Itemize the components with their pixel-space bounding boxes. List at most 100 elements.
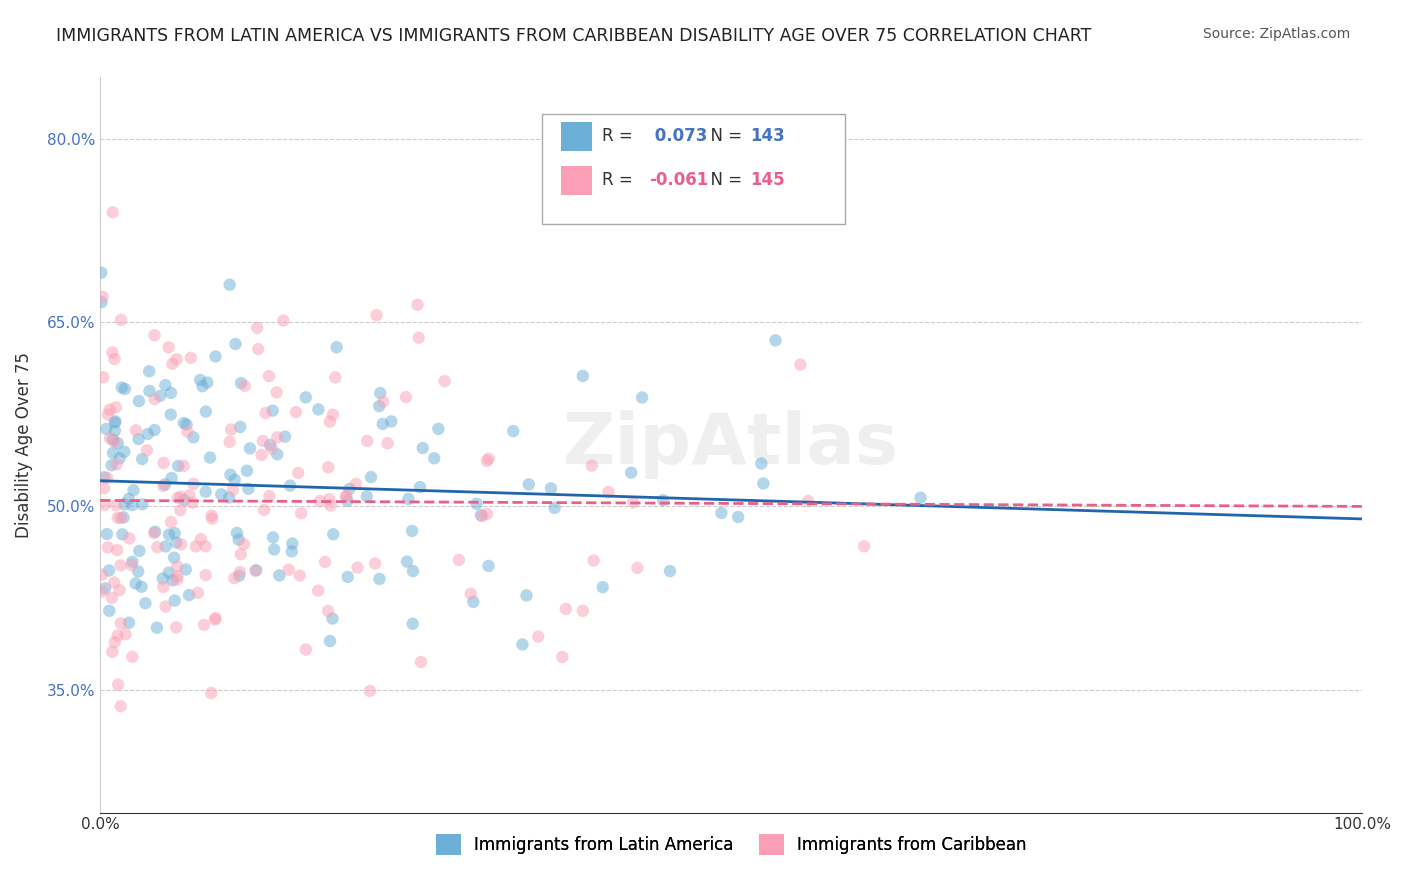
Point	[112, 497, 135, 511]
Point	[295, 390, 318, 404]
Point	[160, 385, 183, 400]
Point	[157, 527, 180, 541]
Point	[620, 466, 643, 480]
Point	[402, 564, 425, 578]
Point	[111, 380, 134, 394]
Point	[118, 615, 141, 630]
Point	[471, 509, 494, 524]
Point	[153, 477, 176, 491]
Point	[515, 588, 537, 602]
Point	[322, 408, 344, 422]
Point	[98, 564, 121, 578]
Point	[380, 414, 402, 428]
Point	[165, 535, 187, 549]
Point	[162, 574, 184, 588]
Point	[107, 629, 129, 643]
Point	[103, 575, 125, 590]
Point	[101, 205, 124, 219]
Point	[402, 616, 425, 631]
Point	[167, 458, 190, 473]
Point	[232, 537, 254, 551]
Point	[194, 539, 217, 553]
Point	[281, 536, 304, 550]
Point	[368, 386, 391, 401]
Point	[193, 618, 215, 632]
Point	[121, 498, 143, 512]
Point	[336, 493, 359, 508]
Point	[287, 466, 309, 480]
Point	[101, 645, 124, 659]
Point	[194, 484, 217, 499]
Point	[104, 434, 127, 449]
Point	[104, 498, 127, 512]
Point	[104, 401, 127, 415]
Point	[176, 417, 198, 432]
Point	[108, 451, 131, 466]
Point	[127, 565, 149, 579]
Text: -0.061: -0.061	[650, 171, 709, 189]
Point	[433, 374, 456, 388]
Text: 0.073: 0.073	[650, 128, 707, 145]
FancyBboxPatch shape	[541, 114, 845, 225]
Text: IMMIGRANTS FROM LATIN AMERICA VS IMMIGRANTS FROM CARIBBEAN DISABILITY AGE OVER 7: IMMIGRANTS FROM LATIN AMERICA VS IMMIGRA…	[56, 27, 1091, 45]
Point	[131, 452, 153, 467]
Point	[183, 476, 205, 491]
Point	[209, 487, 232, 501]
Point	[336, 570, 359, 584]
Point	[200, 686, 222, 700]
Point	[219, 423, 242, 437]
Point	[233, 379, 256, 393]
Point	[408, 331, 430, 345]
Point	[107, 677, 129, 691]
Point	[128, 394, 150, 409]
Point	[290, 506, 312, 520]
Point	[107, 510, 129, 524]
Point	[373, 394, 395, 409]
Point	[288, 568, 311, 582]
Point	[356, 489, 378, 503]
Point	[273, 313, 295, 327]
Point	[346, 560, 368, 574]
Point	[319, 634, 342, 648]
Point	[316, 604, 339, 618]
Point	[173, 492, 195, 507]
Point	[395, 555, 418, 569]
Point	[321, 611, 343, 625]
Point	[318, 492, 340, 507]
Point	[101, 433, 124, 447]
Point	[159, 408, 181, 422]
Point	[138, 364, 160, 378]
Point	[170, 490, 193, 504]
Point	[284, 405, 307, 419]
Point	[527, 630, 550, 644]
Point	[228, 568, 250, 582]
Point	[463, 595, 485, 609]
Point	[218, 491, 240, 505]
Point	[91, 370, 114, 384]
Point	[262, 442, 284, 456]
Point	[540, 482, 562, 496]
Point	[143, 392, 166, 407]
Point	[90, 295, 112, 310]
Point	[309, 494, 332, 508]
Point	[110, 616, 132, 631]
Point	[136, 426, 159, 441]
Point	[316, 460, 339, 475]
Point	[224, 571, 246, 585]
Point	[427, 422, 450, 436]
Point	[225, 525, 247, 540]
Point	[96, 471, 118, 485]
Point	[621, 495, 644, 509]
Point	[366, 308, 388, 322]
Point	[263, 542, 285, 557]
Point	[173, 458, 195, 473]
Text: 143: 143	[749, 128, 785, 145]
Point	[295, 642, 318, 657]
Point	[658, 564, 681, 578]
Point	[423, 451, 446, 466]
Point	[118, 532, 141, 546]
Point	[187, 586, 209, 600]
Point	[789, 358, 811, 372]
Point	[91, 567, 114, 582]
Point	[551, 650, 574, 665]
